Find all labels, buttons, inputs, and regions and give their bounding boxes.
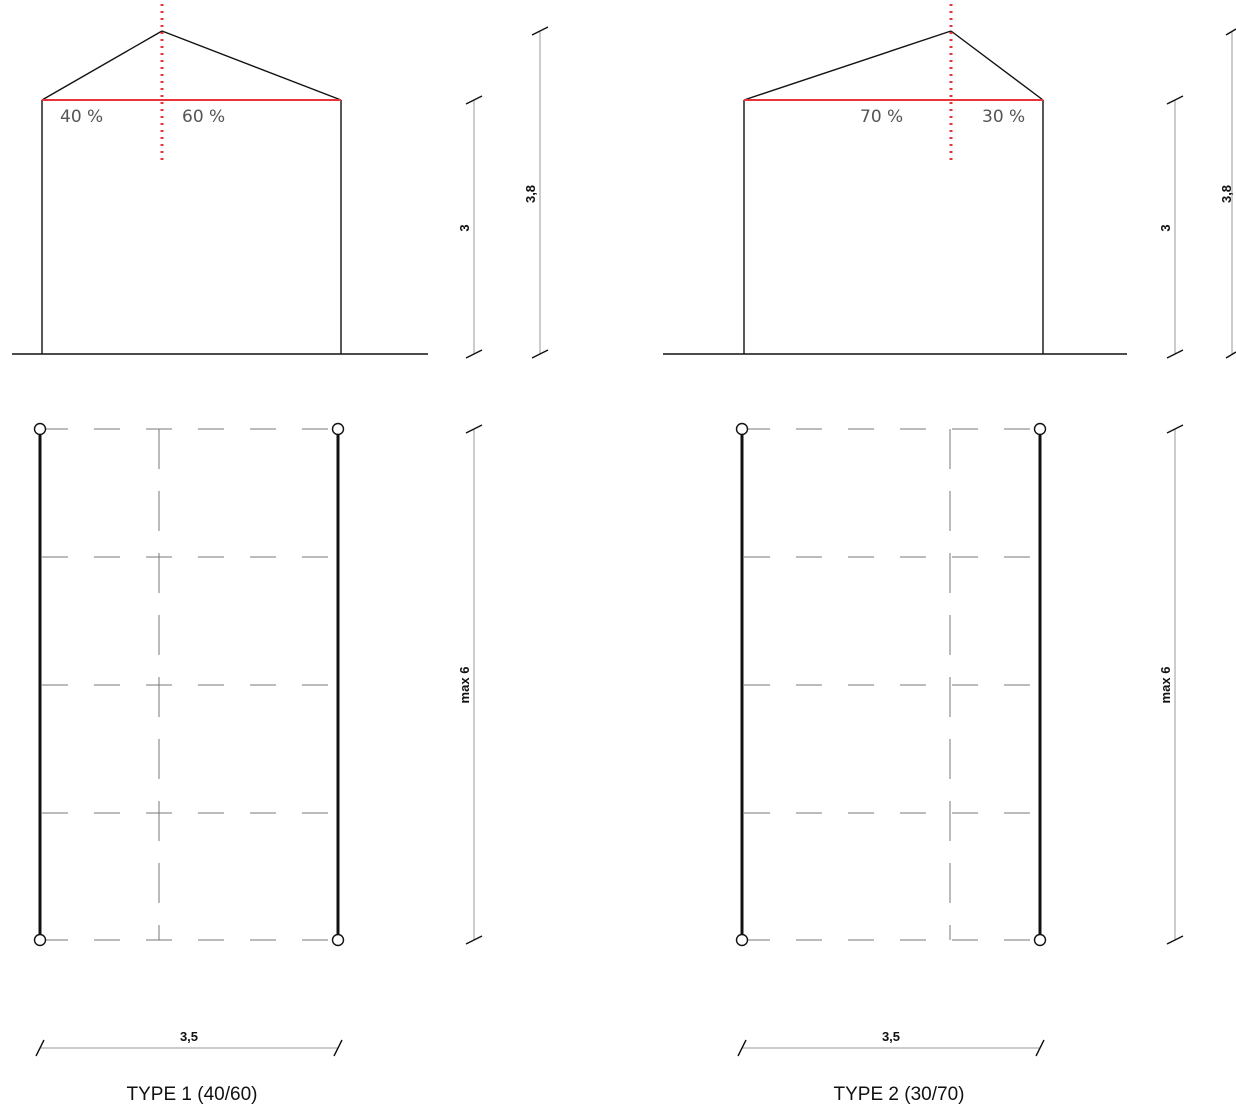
plan-dashed-grid [42,428,338,941]
column-circle [1033,422,1047,436]
dim-length-2 [1166,424,1184,945]
panel-caption: TYPE 1 (40/60) [127,1084,258,1105]
elevation-2 [663,30,1127,355]
dim-width-2 [737,1039,1045,1057]
plan-1 [33,422,345,947]
column-circle [33,422,47,436]
dim-total-height-1 [531,26,549,359]
plan-dashed-grid [744,428,1040,941]
left-percent-label: 70 % [860,107,903,127]
column-circle [735,422,749,436]
right-percent-label: 30 % [982,107,1025,127]
left-percent-label: 40 % [60,107,103,127]
dim-wall-height-1 [465,95,483,359]
dim-width-1 [35,1039,343,1057]
panel-type-2: 70 % 30 % 3 3,8 [663,4,1236,1105]
total-height-label: 3,8 [1219,185,1234,203]
length-label: max 6 [457,667,472,704]
right-percent-label: 60 % [182,107,225,127]
dim-length-1 [465,424,483,945]
roof-right-slope [950,30,1044,101]
roof-left-slope [41,30,163,101]
column-circle [331,933,345,947]
width-label: 3,5 [882,1029,900,1044]
column-circle [33,933,47,947]
column-circle [331,422,345,436]
panel-type-1: 40 % 60 % 3 3,8 [12,4,549,1105]
wall-height-label: 3 [1158,224,1173,231]
width-label: 3,5 [180,1029,198,1044]
roof-left-slope [743,30,952,101]
panel-caption: TYPE 2 (30/70) [834,1084,965,1105]
column-circle [1033,933,1047,947]
total-height-label: 3,8 [523,185,538,203]
dim-total-height-2 [1225,28,1236,359]
roof-right-slope [161,30,342,101]
elevation-1 [12,30,428,355]
wall-height-label: 3 [457,224,472,231]
plan-2 [735,422,1047,947]
column-circle [735,933,749,947]
dim-wall-height-2 [1166,95,1184,359]
length-label: max 6 [1158,667,1173,704]
